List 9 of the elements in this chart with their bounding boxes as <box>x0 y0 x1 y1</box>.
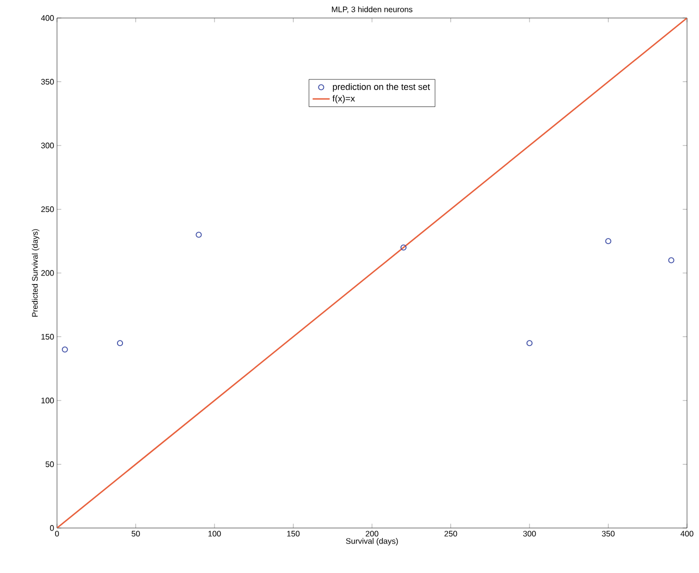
legend-label: f(x)=x <box>332 95 355 104</box>
legend-label: prediction on the test set <box>332 83 430 92</box>
point <box>526 340 533 346</box>
point <box>62 346 68 353</box>
point <box>116 340 124 346</box>
point <box>605 238 612 244</box>
point <box>196 232 202 238</box>
point <box>668 257 674 264</box>
point <box>400 244 407 251</box>
